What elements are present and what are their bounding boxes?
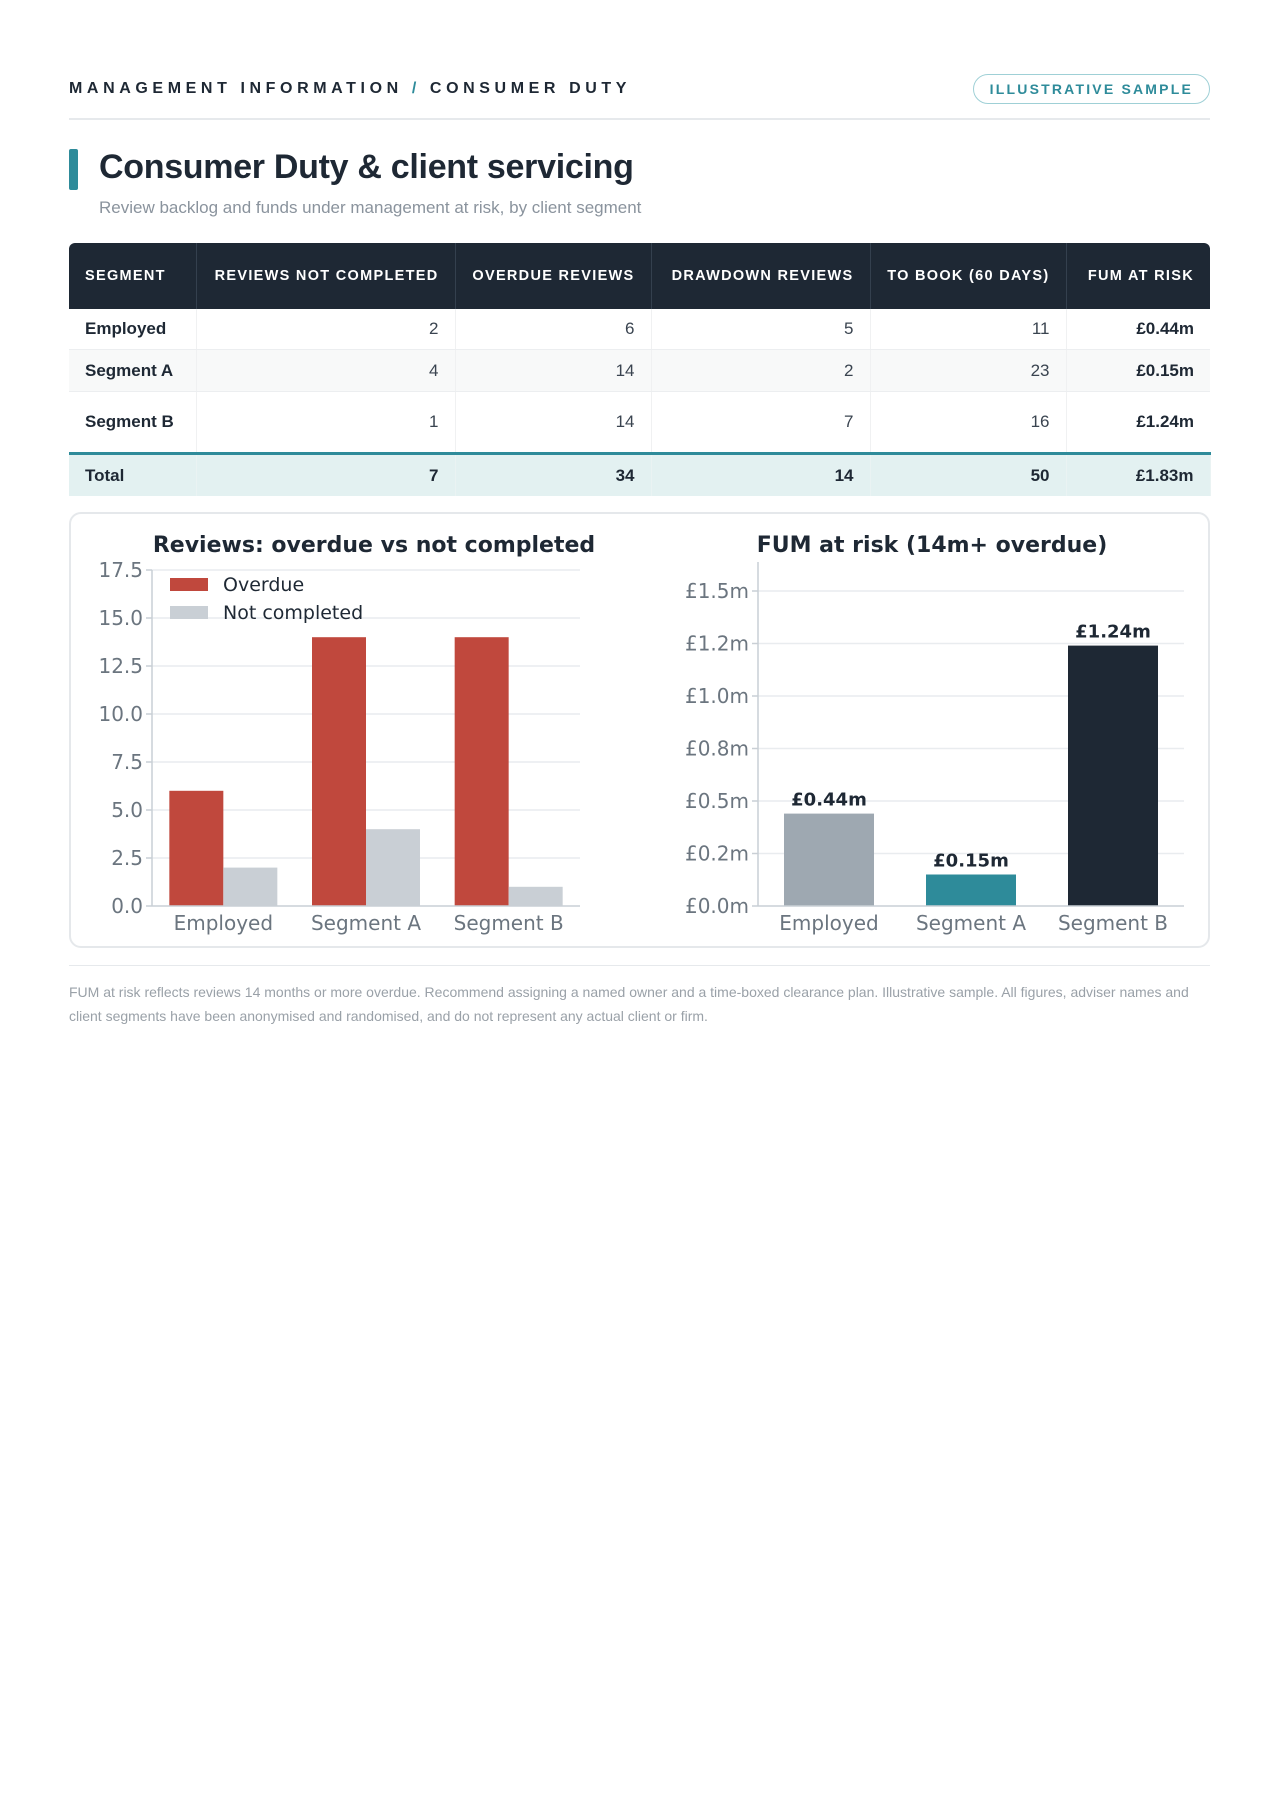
table-cell: 6	[455, 309, 652, 350]
column-header: OVERDUE REVIEWS	[455, 243, 652, 309]
table-row: Employed 2 6 5 11 £0.44m	[69, 309, 1210, 350]
table-cell: 50	[870, 452, 1067, 496]
table-cell: 34	[455, 452, 652, 496]
column-header: SEGMENT	[69, 243, 197, 309]
table-cell: 14	[651, 452, 871, 496]
column-header: REVIEWS NOT COMPLETED	[196, 243, 456, 309]
title-accent-bar	[69, 149, 78, 190]
eyebrow-left: MANAGEMENT INFORMATION	[69, 80, 403, 97]
y-tick-label: £1.5m	[685, 579, 749, 603]
table-cell: Total	[69, 452, 197, 496]
x-tick-label: Employed	[779, 911, 878, 935]
data-label: £0.44m	[791, 790, 867, 811]
x-tick-label: Segment A	[311, 911, 421, 935]
fum-chart: FUM at risk (14m+ overdue) £0.0m £0.2m £0.5…	[685, 533, 1184, 935]
x-tick-label: Segment B	[454, 911, 564, 935]
bar-not-completed	[223, 867, 278, 906]
legend-label: Not completed	[223, 602, 363, 624]
bar-fum	[784, 813, 874, 906]
y-tick-label: 0.0	[111, 894, 143, 918]
chart-title: Reviews: overdue vs not completed	[153, 533, 595, 558]
column-header: FUM AT RISK	[1066, 243, 1210, 309]
bar-fum	[926, 874, 1016, 906]
table-cell: 14	[455, 349, 652, 392]
y-tick-label: 10.0	[98, 702, 143, 726]
table-cell: 7	[651, 391, 871, 454]
table-cell: 7	[196, 452, 456, 496]
table-cell: 23	[870, 349, 1067, 392]
x-tick-label: Employed	[174, 911, 273, 935]
section-eyebrow: MANAGEMENT INFORMATION / CONSUMER DUTY	[69, 80, 631, 98]
page-subtitle: Review backlog and funds under managemen…	[99, 198, 642, 217]
table-cell: 1	[196, 391, 456, 454]
data-label: £0.15m	[933, 851, 1009, 872]
table-cell: £0.44m	[1066, 309, 1210, 350]
bar-overdue	[312, 637, 366, 906]
report-header: MANAGEMENT INFORMATION / CONSUMER DUTY I…	[69, 74, 1210, 120]
eyebrow-right: CONSUMER DUTY	[429, 80, 632, 97]
table-cell: Employed	[69, 309, 197, 350]
table-total-row: Total 7 34 14 50 £1.83m	[69, 452, 1211, 496]
table-cell: £1.24m	[1066, 391, 1210, 454]
table-cell: £0.15m	[1066, 349, 1210, 392]
table-cell: Segment B	[69, 391, 197, 454]
table-cell: 2	[196, 309, 456, 350]
table-cell: 11	[870, 309, 1067, 350]
bar-not-completed	[366, 829, 420, 906]
table-cell: Segment A	[69, 349, 197, 392]
table-header-row: SEGMENT REVIEWS NOT COMPLETED OVERDUE RE…	[69, 243, 1210, 309]
column-header: DRAWDOWN REVIEWS	[651, 243, 871, 309]
y-tick-label: 5.0	[111, 798, 143, 822]
y-tick-label: 17.5	[98, 558, 143, 582]
table-cell: 5	[651, 309, 871, 350]
data-label: £1.24m	[1075, 622, 1151, 643]
y-tick-label: 7.5	[111, 750, 143, 774]
chart-title: FUM at risk (14m+ overdue)	[757, 533, 1108, 558]
y-tick-label: £0.8m	[685, 737, 749, 761]
charts-svg: Reviews: overdue vs not completed 0.0 2.5 5…	[98, 533, 1184, 935]
column-header: TO BOOK (60 DAYS)	[870, 243, 1067, 309]
footnote: FUM at risk reflects reviews 14 months o…	[69, 984, 1189, 1024]
y-tick-label: £0.2m	[685, 842, 749, 866]
segment-table: SEGMENT REVIEWS NOT COMPLETED OVERDUE RE…	[69, 243, 1211, 496]
x-tick-label: Segment A	[916, 911, 1026, 935]
footer-divider	[69, 965, 1210, 966]
legend-label: Overdue	[223, 574, 304, 596]
table-cell: 2	[651, 349, 871, 392]
legend-swatch	[170, 606, 208, 619]
page-title: Consumer Duty & client servicing	[99, 148, 634, 186]
y-tick-label: 15.0	[98, 606, 143, 630]
table-row: Segment A 4 14 2 23 £0.15m	[69, 349, 1210, 392]
reviews-chart: Reviews: overdue vs not completed 0.0 2.5 5…	[98, 533, 595, 935]
bar-fum	[1068, 645, 1158, 906]
y-tick-label: 12.5	[98, 654, 143, 678]
y-tick-label: £0.5m	[685, 789, 749, 813]
y-tick-label: £0.0m	[685, 894, 749, 918]
y-tick-label: £1.2m	[685, 632, 749, 656]
x-tick-label: Segment B	[1058, 911, 1168, 935]
table-row: Segment B 1 14 7 16 £1.24m	[69, 391, 1210, 454]
eyebrow-separator: /	[411, 80, 421, 97]
table-cell: 16	[870, 391, 1067, 454]
charts-panel: Reviews: overdue vs not completed 0.0 2.5 5…	[69, 512, 1210, 948]
table-cell: 14	[455, 391, 652, 454]
bar-not-completed	[508, 886, 563, 906]
table-cell: 4	[196, 349, 456, 392]
y-tick-label: £1.0m	[685, 684, 749, 708]
table-cell: £1.83m	[1066, 452, 1211, 496]
bar-overdue	[454, 637, 509, 906]
legend-swatch	[170, 578, 208, 591]
sample-badge: ILLUSTRATIVE SAMPLE	[972, 74, 1210, 104]
bar-overdue	[169, 790, 224, 906]
y-tick-label: 2.5	[111, 846, 143, 870]
